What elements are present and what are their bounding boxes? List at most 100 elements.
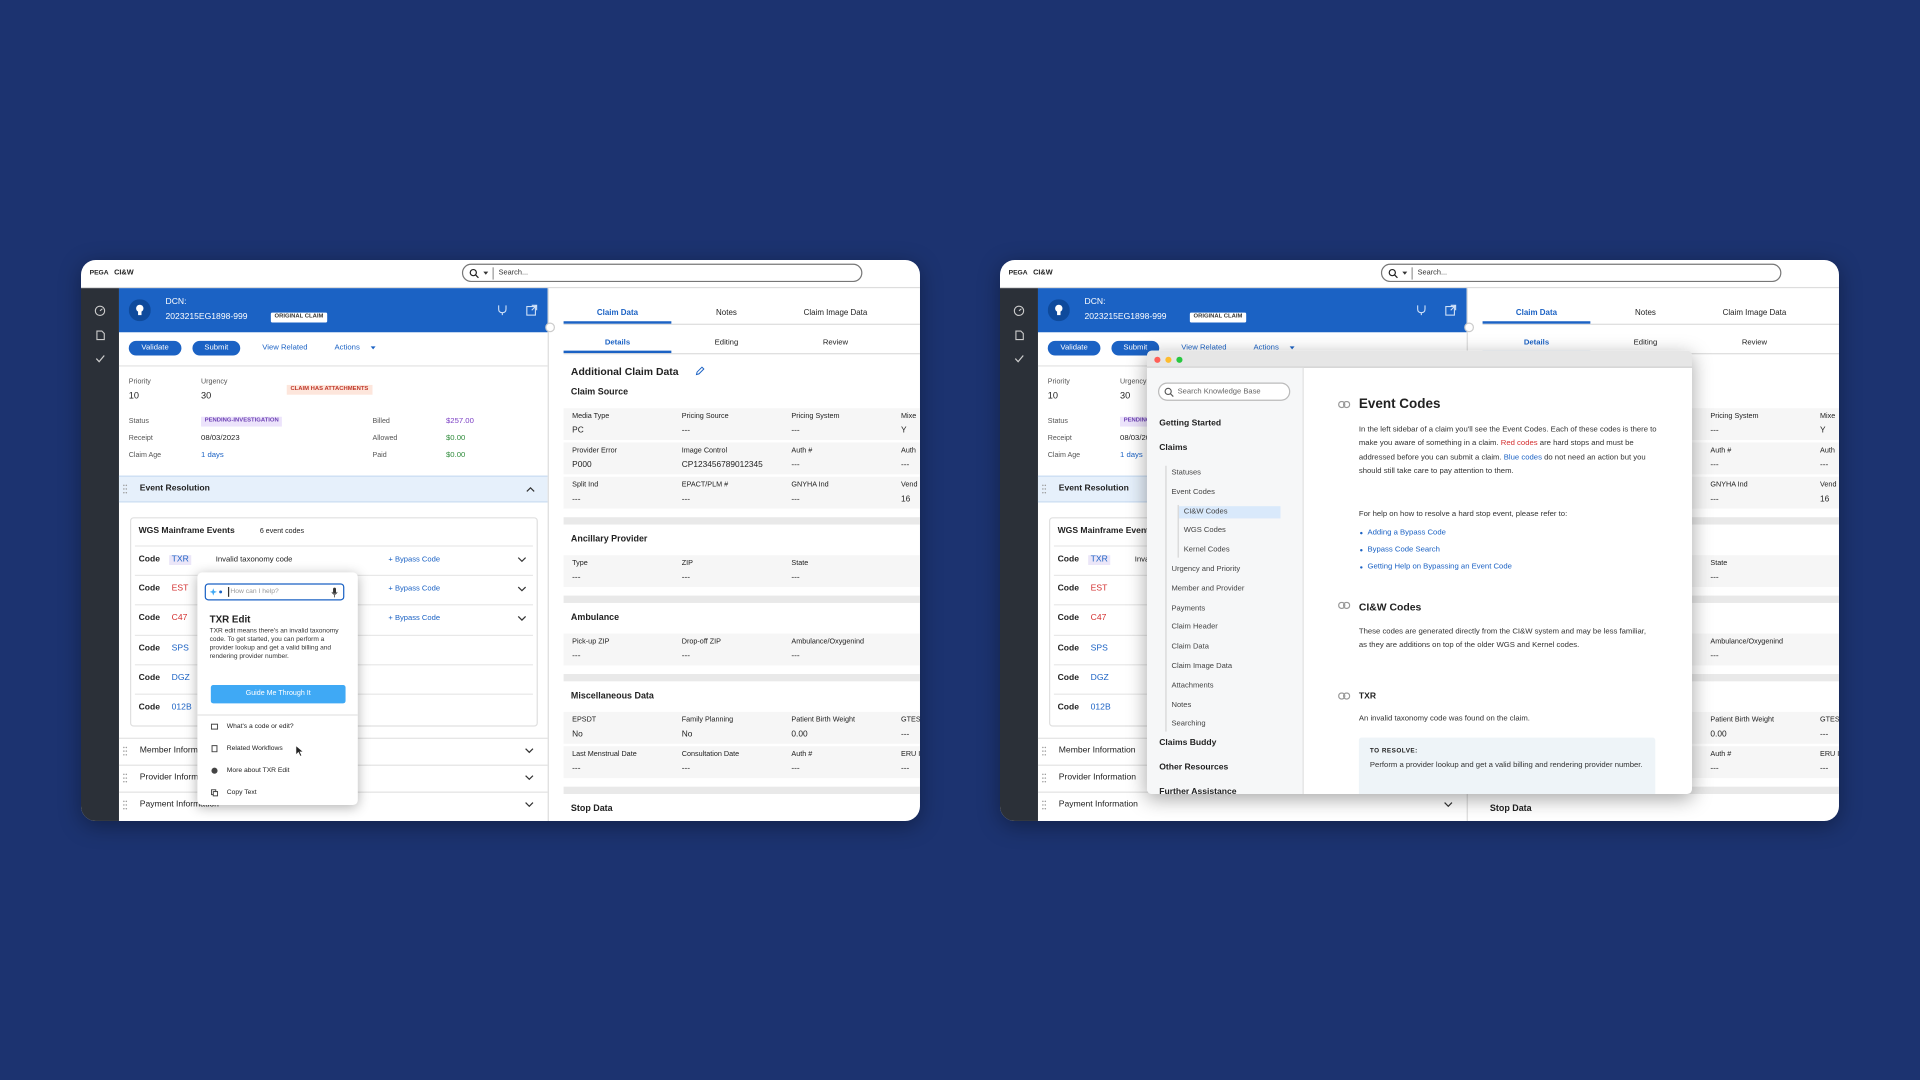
chevron[interactable] (517, 616, 527, 623)
bypass-code-link[interactable]: + Bypass Code (388, 584, 441, 594)
icon-shape (125, 491, 128, 494)
subtab[interactable]: Editing (1633, 338, 1658, 347)
search-box[interactable] (461, 263, 863, 283)
intro-text[interactable]: Red codes (1500, 439, 1538, 448)
kb-nav-item[interactable]: Claims Buddy (1159, 739, 1217, 748)
chevron[interactable] (524, 747, 534, 754)
event-code[interactable]: SPS (171, 644, 189, 653)
subtab[interactable]: Details (604, 338, 631, 347)
validate-button[interactable]: Validate (128, 340, 182, 356)
kb-nav-item[interactable]: Other Resources (1159, 763, 1229, 773)
view-related-link[interactable]: View Related (262, 343, 308, 352)
kb-nav-item[interactable]: Event Codes (1171, 487, 1215, 497)
menu-item[interactable]: What's a code or edit? (226, 722, 294, 731)
menu-item[interactable]: More about TXR Edit (226, 767, 290, 775)
claim-age-value[interactable]: 1 days (201, 451, 224, 460)
window-control[interactable] (1176, 356, 1183, 363)
subtab[interactable]: Editing (714, 338, 739, 347)
nav-tasks[interactable] (94, 353, 105, 364)
event-code[interactable]: EST (1090, 584, 1108, 594)
kb-nav-item[interactable]: Further Assistance (1159, 788, 1237, 795)
validate-button[interactable]: Validate (1047, 340, 1101, 356)
bypass-code-link[interactable]: + Bypass Code (388, 555, 441, 564)
pane-resize-handle[interactable] (1464, 322, 1474, 333)
subtab[interactable]: Details (1523, 338, 1550, 347)
bypass-code-link[interactable]: + Bypass Code (388, 614, 441, 624)
nav-tasks[interactable] (1013, 353, 1024, 364)
kb-nav-item[interactable]: Claims (1159, 443, 1188, 453)
menu-item[interactable]: Copy Text (226, 789, 257, 797)
intro-text[interactable]: Blue codes (1503, 453, 1542, 462)
kb-nav-item[interactable]: WGS Codes (1183, 526, 1226, 535)
tab[interactable]: Claim Data (1515, 308, 1558, 318)
help-link[interactable]: Adding a Bypass Code (1367, 528, 1446, 537)
tab[interactable]: Claim Data (596, 308, 639, 318)
chevron[interactable] (524, 801, 534, 808)
kb-nav-item[interactable]: Urgency and Priority (1171, 564, 1241, 574)
clinical-icon[interactable] (496, 304, 508, 316)
chevron[interactable] (526, 485, 536, 492)
kb-nav-item[interactable]: Claim Image Data (1171, 661, 1233, 671)
kb-nav-item[interactable]: Member and Provider (1171, 584, 1245, 593)
event-code[interactable]: TXR (1088, 555, 1111, 565)
kb-nav-item[interactable]: Claim Header (1171, 623, 1218, 632)
event-code[interactable]: DGZ (171, 673, 190, 683)
actions-menu[interactable]: Actions (1253, 343, 1279, 352)
kb-nav-item[interactable]: Claim Data (1171, 642, 1209, 651)
chevron[interactable] (1443, 801, 1453, 808)
mic-icon[interactable] (331, 587, 338, 598)
kb-nav-item[interactable]: Kernel Codes (1183, 545, 1230, 555)
subtab[interactable]: Review (1741, 338, 1768, 347)
chevron[interactable] (524, 774, 534, 781)
nav-dashboard[interactable] (94, 305, 106, 317)
view-related-link[interactable]: View Related (1181, 343, 1227, 352)
kb-nav-item[interactable]: Payments (1171, 603, 1206, 613)
clinical-icon[interactable] (1415, 304, 1427, 316)
tab[interactable]: Claim Image Data (1722, 308, 1787, 318)
nav-dashboard[interactable] (1013, 305, 1025, 317)
chevron[interactable] (517, 556, 527, 563)
open-external[interactable] (526, 304, 538, 316)
field-value: --- (791, 460, 800, 470)
help-link[interactable]: Getting Help on Bypassing an Event Code (1367, 562, 1512, 572)
event-code[interactable]: SPS (1090, 644, 1108, 653)
event-code[interactable]: 012B (1090, 703, 1111, 712)
tab[interactable]: Notes (716, 308, 737, 318)
kb-nav-item[interactable]: Statuses (1171, 468, 1201, 477)
collapsed-section-title: Payment Information (1058, 800, 1138, 809)
edit-icon[interactable] (695, 365, 706, 376)
search-box[interactable] (1380, 263, 1782, 283)
kb-nav-item[interactable]: Notes (1171, 700, 1192, 710)
nav-documents[interactable] (94, 330, 105, 341)
pane-resize-handle[interactable] (545, 322, 555, 333)
icon-shape (219, 590, 223, 594)
claim-age-value[interactable]: 1 days (1120, 451, 1143, 460)
kb-nav-item[interactable]: CI&W Codes (1183, 506, 1228, 516)
event-code[interactable]: C47 (171, 614, 188, 624)
tab[interactable]: Notes (1635, 308, 1656, 318)
tab[interactable]: Claim Image Data (803, 308, 868, 318)
event-code[interactable]: 012B (171, 703, 192, 712)
kb-nav-item[interactable]: Getting Started (1159, 419, 1222, 428)
submit-button[interactable]: Submit (192, 340, 241, 356)
kb-search-box[interactable] (1157, 382, 1291, 401)
subtab[interactable]: Review (822, 338, 849, 347)
event-code[interactable]: C47 (1090, 614, 1107, 624)
event-code[interactable]: EST (171, 584, 189, 594)
event-code[interactable]: DGZ (1090, 673, 1109, 683)
chevron[interactable] (517, 586, 527, 593)
kb-nav-item[interactable]: Attachments (1171, 681, 1214, 690)
edit-icon-svg (695, 366, 705, 376)
nav-documents[interactable] (1013, 330, 1024, 341)
guide-button[interactable]: Guide Me Through It (210, 685, 346, 704)
menu-item[interactable]: Related Workflows (226, 745, 283, 753)
actions-menu[interactable]: Actions (334, 343, 360, 352)
assistant-input[interactable] (204, 583, 345, 601)
window-control[interactable] (1154, 356, 1161, 363)
field-value: --- (681, 573, 691, 583)
open-external[interactable] (1445, 304, 1457, 316)
window-control[interactable] (1165, 356, 1172, 363)
kb-nav-item[interactable]: Searching (1171, 719, 1206, 729)
help-link[interactable]: Bypass Code Search (1367, 545, 1440, 554)
event-code[interactable]: TXR (169, 555, 192, 565)
